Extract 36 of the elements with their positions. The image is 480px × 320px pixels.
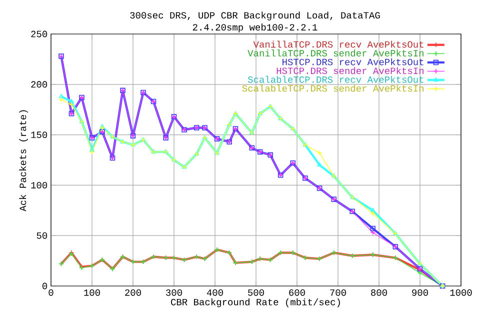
legend-label: VanillaTCP.DRS recv AvePktsOut <box>253 40 424 48</box>
x-tick-label: 0 <box>48 289 54 296</box>
point <box>370 210 376 216</box>
y-axis-title: Ack Packets (rate) <box>19 110 28 212</box>
x-tick-label: 700 <box>330 289 346 296</box>
legend-label: VanillaTCP.DRS sender AvePktsIn <box>248 49 424 57</box>
point <box>69 98 74 104</box>
point <box>370 208 376 212</box>
legend-label: HSTCP.DRS sender AvePktsIn <box>276 67 424 74</box>
x-tick-label: 600 <box>289 289 305 296</box>
x-tick-label: 400 <box>206 289 223 296</box>
x-tick-label: 800 <box>371 289 387 296</box>
x-tick-label: 1000 <box>450 289 472 296</box>
point <box>89 149 95 155</box>
x-tick-label: 500 <box>248 289 264 296</box>
legend-label: ScalableTCP.DRS recv AvePktsOut <box>248 76 424 83</box>
y-tick-label: 150 <box>31 132 48 138</box>
y-tick-label: 200 <box>31 81 48 88</box>
y-tick-label: 250 <box>31 30 48 38</box>
point <box>317 162 322 167</box>
x-tick-label: 100 <box>84 289 100 296</box>
chart-subtitle: 2.4.20smp web100-2.2.1 <box>192 24 318 32</box>
x-tick-label: 300 <box>166 289 182 296</box>
legend-label: HSTCP.DRS recv AvePktsOut <box>282 58 424 66</box>
x-axis-title: CBR Background Rate (mbit/sec) <box>171 298 340 308</box>
y-tick-label: 50 <box>36 232 48 239</box>
x-tick-label: 900 <box>412 289 428 296</box>
point <box>68 102 74 108</box>
x-tick-label: 200 <box>125 289 141 296</box>
legend-label: ScalableTCP.DRS sender AvePktsIn <box>242 84 424 92</box>
point <box>370 230 376 236</box>
y-tick-label: 0 <box>42 282 48 290</box>
point <box>370 226 376 232</box>
chart-title: 300sec DRS, UDP CBR Background Load, DataTAG <box>130 12 380 20</box>
y-tick-label: 100 <box>31 182 48 188</box>
point <box>316 150 322 156</box>
